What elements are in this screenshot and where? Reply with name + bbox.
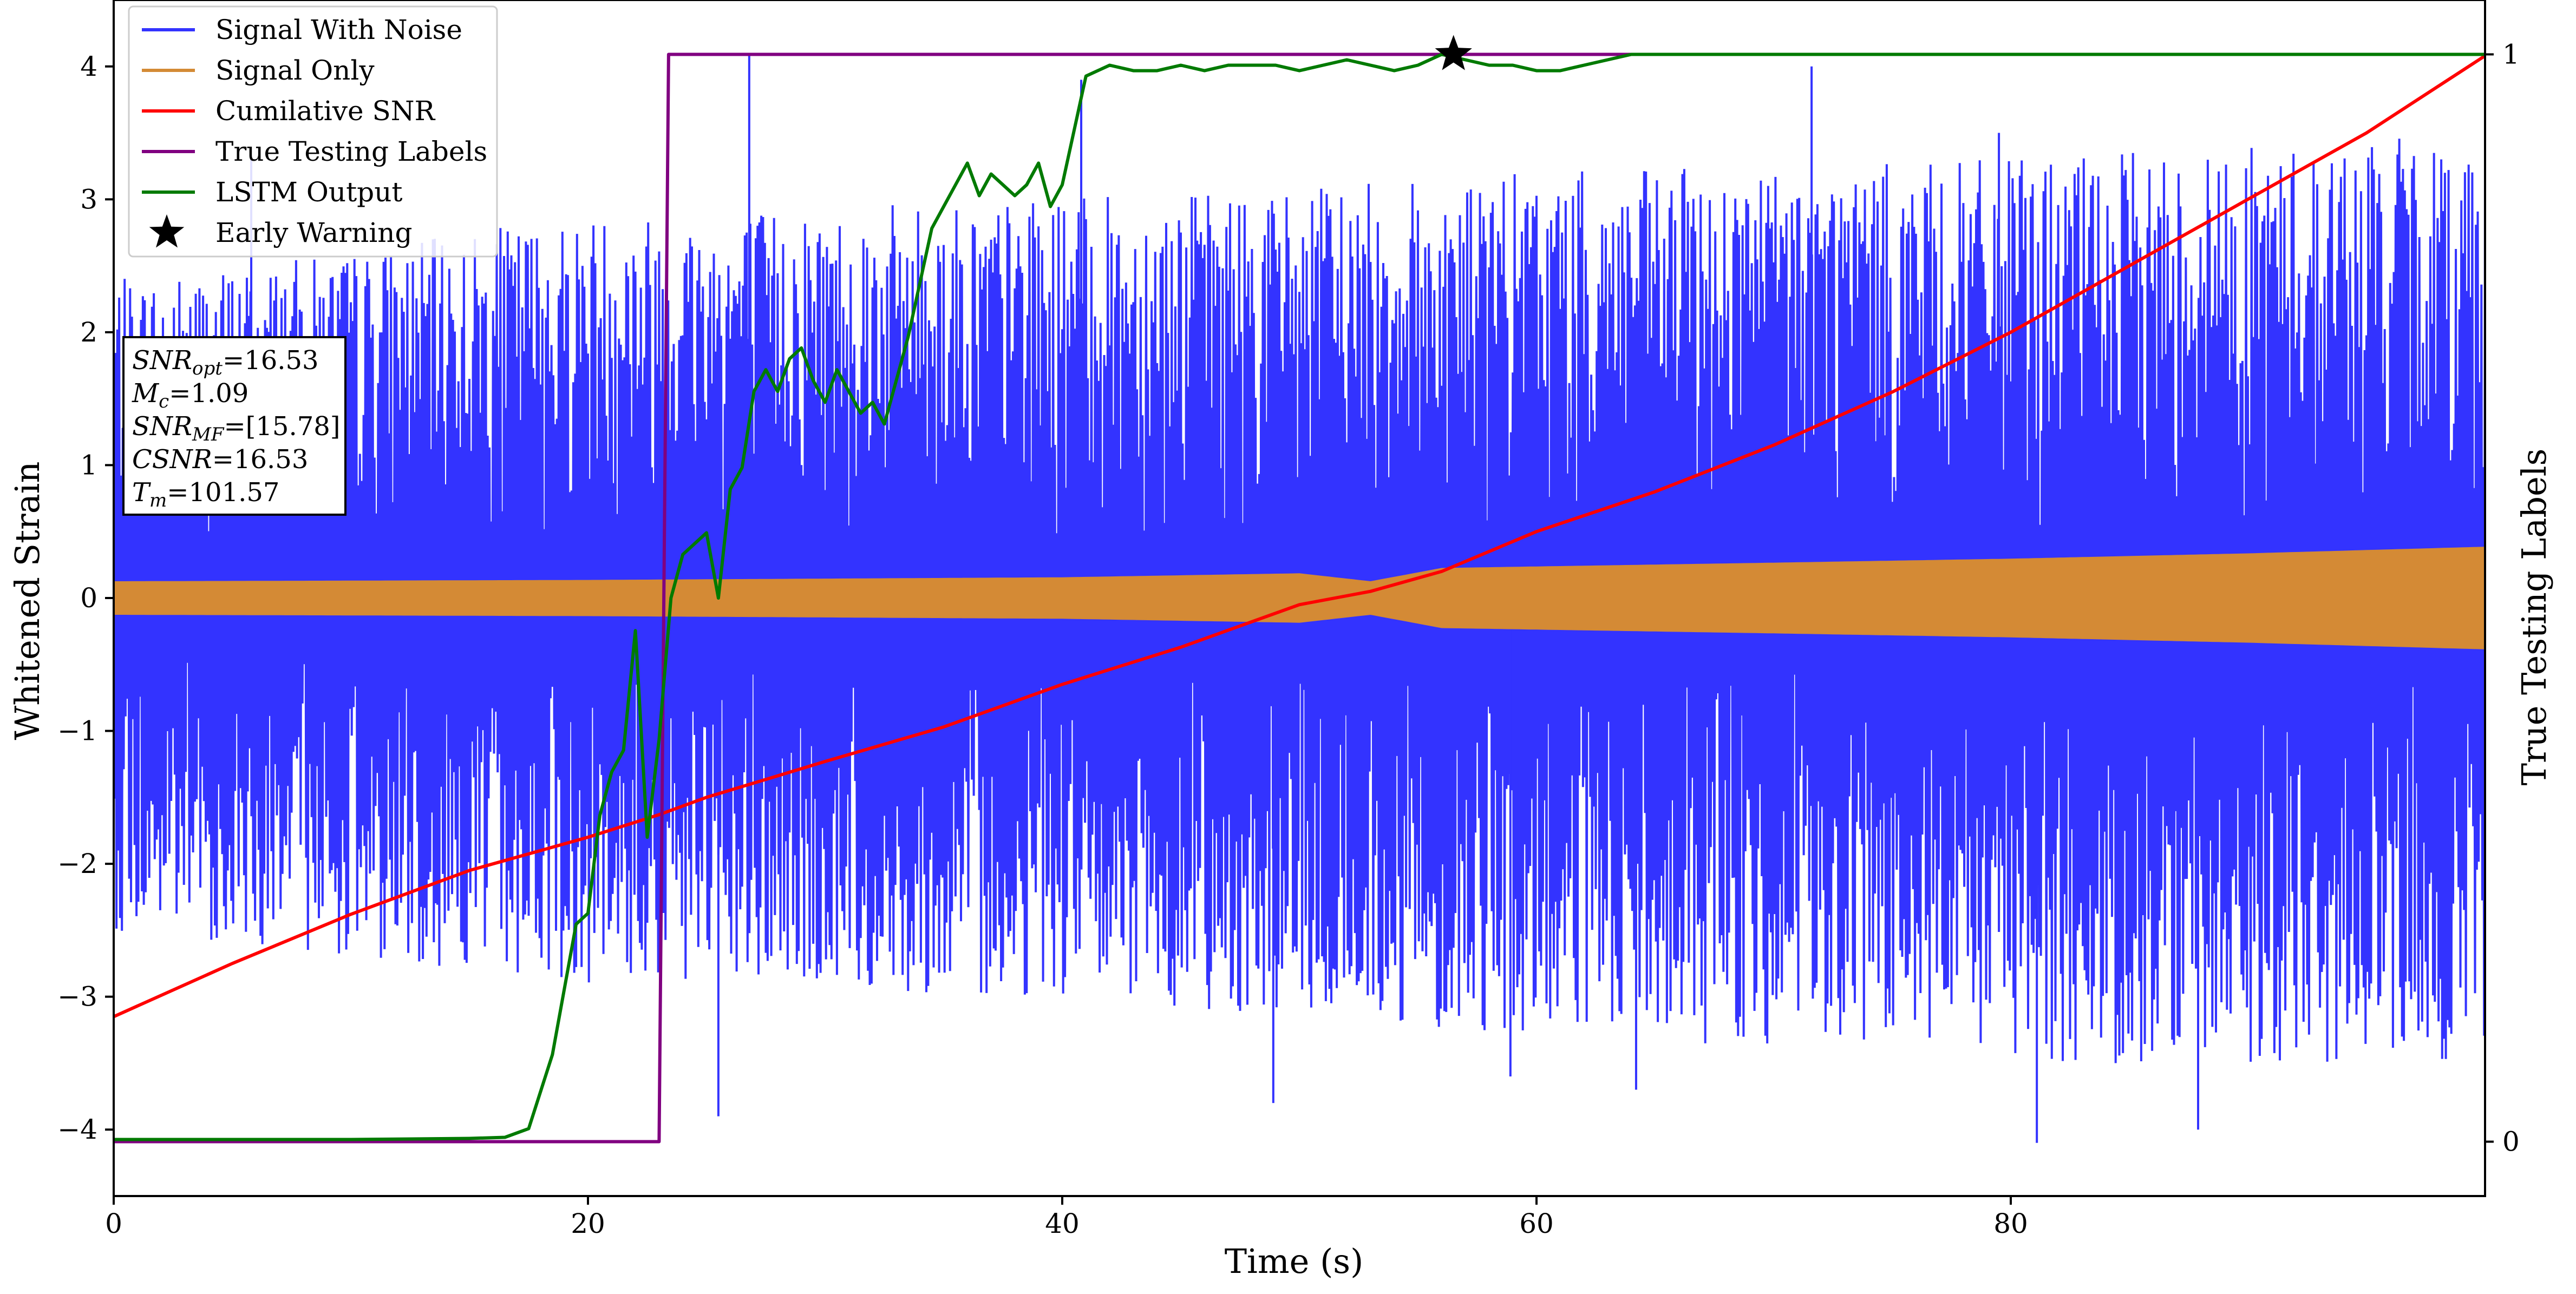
y-right-axis-ticks: 01 (2485, 38, 2520, 1158)
legend-label: Signal Only (215, 55, 375, 86)
marker-layer (1435, 35, 1472, 70)
info-line: SNRopt=16.53 (132, 345, 319, 379)
x-tick-label: 60 (1519, 1208, 1554, 1239)
y-tick-label: 0 (80, 582, 97, 614)
y-axis-ticks: −4 −3 −2 −1 0 1 2 3 4 (57, 51, 114, 1145)
y-right-tick-label: 1 (2502, 38, 2520, 70)
y-axis-title: Whitened Strain (8, 462, 47, 740)
series-true-testing-labels (114, 52, 2485, 1144)
legend-label: Cumilative SNR (215, 95, 435, 127)
series-signal-with-noise (114, 139, 2485, 1063)
x-tick-label: 0 (105, 1208, 122, 1239)
y-tick-label: −2 (57, 848, 97, 879)
x-tick-label: 20 (571, 1208, 605, 1239)
y-tick-label: 2 (80, 317, 97, 348)
x-axis-title: Time (s) (1225, 1242, 1364, 1281)
legend-swatch (149, 214, 185, 248)
info-line: SNRMF=[15.78] (132, 411, 341, 445)
info-box-frame (122, 336, 346, 516)
info-box: SNRopt=16.53Mc=1.09SNRMF=[15.78]CSNR=16.… (122, 336, 346, 516)
info-line: Tm=101.57 (132, 477, 279, 511)
legend: Signal With Noise Signal Only Cumilative S… (128, 5, 498, 258)
info-line: CSNR=16.53 (132, 444, 308, 475)
legend-label: True Testing Labels (215, 136, 487, 167)
y-tick-label: 4 (80, 51, 97, 82)
y-tick-label: −4 (57, 1114, 97, 1145)
early-warning-marker (1435, 35, 1472, 70)
y-tick-label: 3 (80, 183, 97, 215)
legend-label: LSTM Output (215, 176, 402, 208)
series-layer (114, 52, 2485, 1144)
x-axis-ticks: 0 20 40 60 80 (105, 1196, 2028, 1239)
y-right-tick-label: 0 (2502, 1126, 2520, 1158)
y-right-axis-title: True Testing Labels (2514, 449, 2554, 786)
series-signal-only (114, 547, 2485, 649)
info-line: Mc=1.09 (132, 378, 249, 412)
series-cumilative-snr (114, 54, 2485, 1019)
legend-label: Early Warning (215, 217, 413, 248)
series-lstm-output (114, 52, 2485, 1141)
legend-box (128, 5, 498, 258)
y-tick-label: −3 (57, 981, 97, 1013)
x-tick-label: 40 (1045, 1208, 1080, 1239)
y-tick-label: 1 (80, 449, 97, 481)
y-tick-label: −1 (57, 715, 97, 747)
legend-label: Signal With Noise (215, 14, 462, 45)
x-tick-label: 80 (1993, 1208, 2028, 1239)
